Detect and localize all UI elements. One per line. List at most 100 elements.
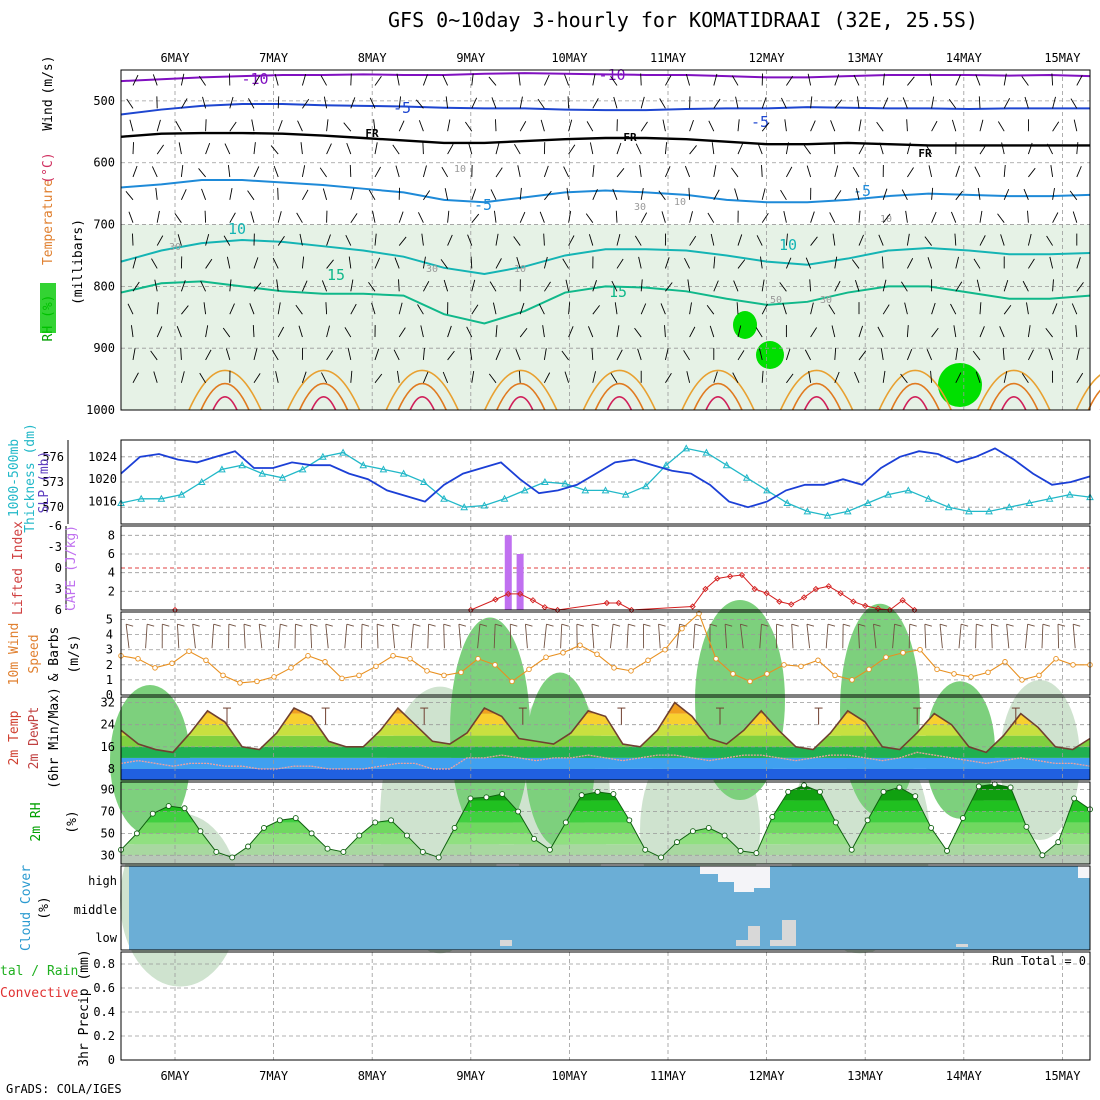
wind-barb	[592, 280, 597, 292]
wind-barb	[516, 257, 521, 269]
wind-barb	[761, 122, 770, 132]
li-point	[492, 596, 499, 603]
wind-barb	[640, 188, 644, 200]
li-point	[776, 598, 783, 605]
wind-barb-flag	[443, 623, 451, 627]
wind-barb	[858, 119, 862, 132]
wind-barb-10m	[443, 624, 445, 649]
wind-barb-10m	[1057, 624, 1060, 649]
wind-speed-point	[254, 678, 260, 685]
high-cloud-block	[1078, 866, 1090, 878]
wind-barb	[350, 303, 357, 315]
thickness-point	[278, 473, 287, 481]
wind-barb	[734, 188, 739, 200]
wind-barb-flag	[280, 623, 288, 627]
wind-barb-flag	[295, 623, 303, 627]
wind-barb-10m	[857, 624, 860, 649]
wind-barb	[205, 142, 211, 155]
wind-barb	[350, 213, 358, 223]
run-total-label: Run Total = 0	[992, 954, 1086, 968]
wind-barb	[808, 370, 812, 383]
wind-barb	[616, 168, 625, 178]
rh-band	[121, 789, 1090, 801]
low-cloud-block	[500, 940, 512, 946]
wind-barb	[180, 73, 185, 86]
wind-barb	[1072, 211, 1078, 223]
wind-barb-10m	[543, 624, 547, 649]
wind-barb	[664, 166, 671, 178]
wind-barb	[613, 96, 618, 109]
wind-barb	[326, 325, 330, 338]
thickness-point	[1065, 490, 1074, 498]
wind-barb	[566, 187, 570, 200]
wind-barb	[635, 143, 642, 155]
wind-barb	[979, 119, 984, 132]
wind-barb-flag	[776, 623, 784, 627]
wind-barb	[737, 143, 744, 155]
slp-tick-label: 1020	[88, 472, 117, 486]
temp-band	[121, 757, 1090, 769]
wind-barb	[270, 145, 279, 155]
wind-speed-point	[713, 656, 719, 662]
boundary-layer-isotherm	[286, 369, 361, 411]
precip-axis-label: 3hr Precip (mm)	[77, 949, 92, 1066]
wind-barb	[809, 279, 812, 292]
wind-frame	[120, 611, 1091, 696]
rh-point	[546, 846, 553, 853]
isotherm--5	[120, 179, 1091, 204]
li-tick-label: 6	[55, 603, 62, 617]
wind-barb	[398, 327, 406, 338]
wind-barb-10m	[908, 624, 911, 649]
wind-barb	[301, 371, 307, 383]
wind-barb	[780, 189, 787, 201]
wind-speed-point	[1053, 656, 1059, 662]
page-title: GFS 0~10day 3-hourly for KOMATIDRAAI (32…	[388, 8, 979, 32]
rh-point	[753, 850, 760, 857]
wind-barb	[639, 165, 642, 178]
wind-speed-point	[951, 671, 957, 677]
low-cloud-block	[748, 926, 760, 946]
wind-barb	[297, 120, 303, 132]
wind-barb	[300, 142, 303, 155]
wind-barb	[398, 236, 407, 246]
li-point	[541, 604, 548, 611]
wind-barb	[713, 256, 716, 269]
wind-barb	[785, 233, 788, 246]
wind-barb	[544, 281, 551, 292]
wind-barb	[374, 76, 382, 86]
pressure-tick-label: 900	[93, 341, 115, 355]
li-axis-label: Lifted Index	[11, 521, 26, 615]
wind-barb	[204, 210, 207, 223]
thickness-point	[177, 490, 186, 498]
wind-barb	[517, 165, 521, 178]
wind-barb	[736, 302, 739, 315]
wind-barb	[129, 119, 134, 132]
wind-barb	[637, 348, 642, 361]
wind-barb	[785, 142, 789, 155]
wind-speed-point	[186, 648, 192, 654]
wind-barb	[592, 164, 595, 177]
wind-barb	[756, 235, 763, 246]
temp-tick-label: 16	[101, 740, 115, 754]
wind-barb-10m	[676, 624, 681, 649]
wind-barb	[253, 373, 261, 384]
wind-barb	[519, 187, 522, 200]
wind-barb	[881, 256, 884, 269]
wind-barb	[1051, 73, 1054, 86]
boundary-layer-isotherm	[496, 382, 546, 411]
li-point	[825, 583, 832, 590]
wind-barb-flag	[346, 623, 354, 627]
wind-barb	[223, 235, 231, 246]
rh-point	[261, 824, 267, 831]
wind-barb	[395, 165, 400, 178]
contour-label: -10	[241, 70, 268, 88]
wind-barb	[900, 373, 908, 384]
cape-tick-label: 2	[108, 584, 115, 598]
wind-barb	[610, 76, 618, 86]
wind-barb-flag	[843, 623, 851, 627]
wind-barb	[640, 212, 648, 223]
wind-barb	[301, 280, 308, 292]
wind-barb-flag	[126, 623, 134, 627]
thickness-point	[258, 469, 267, 477]
wind-barb	[417, 212, 424, 223]
